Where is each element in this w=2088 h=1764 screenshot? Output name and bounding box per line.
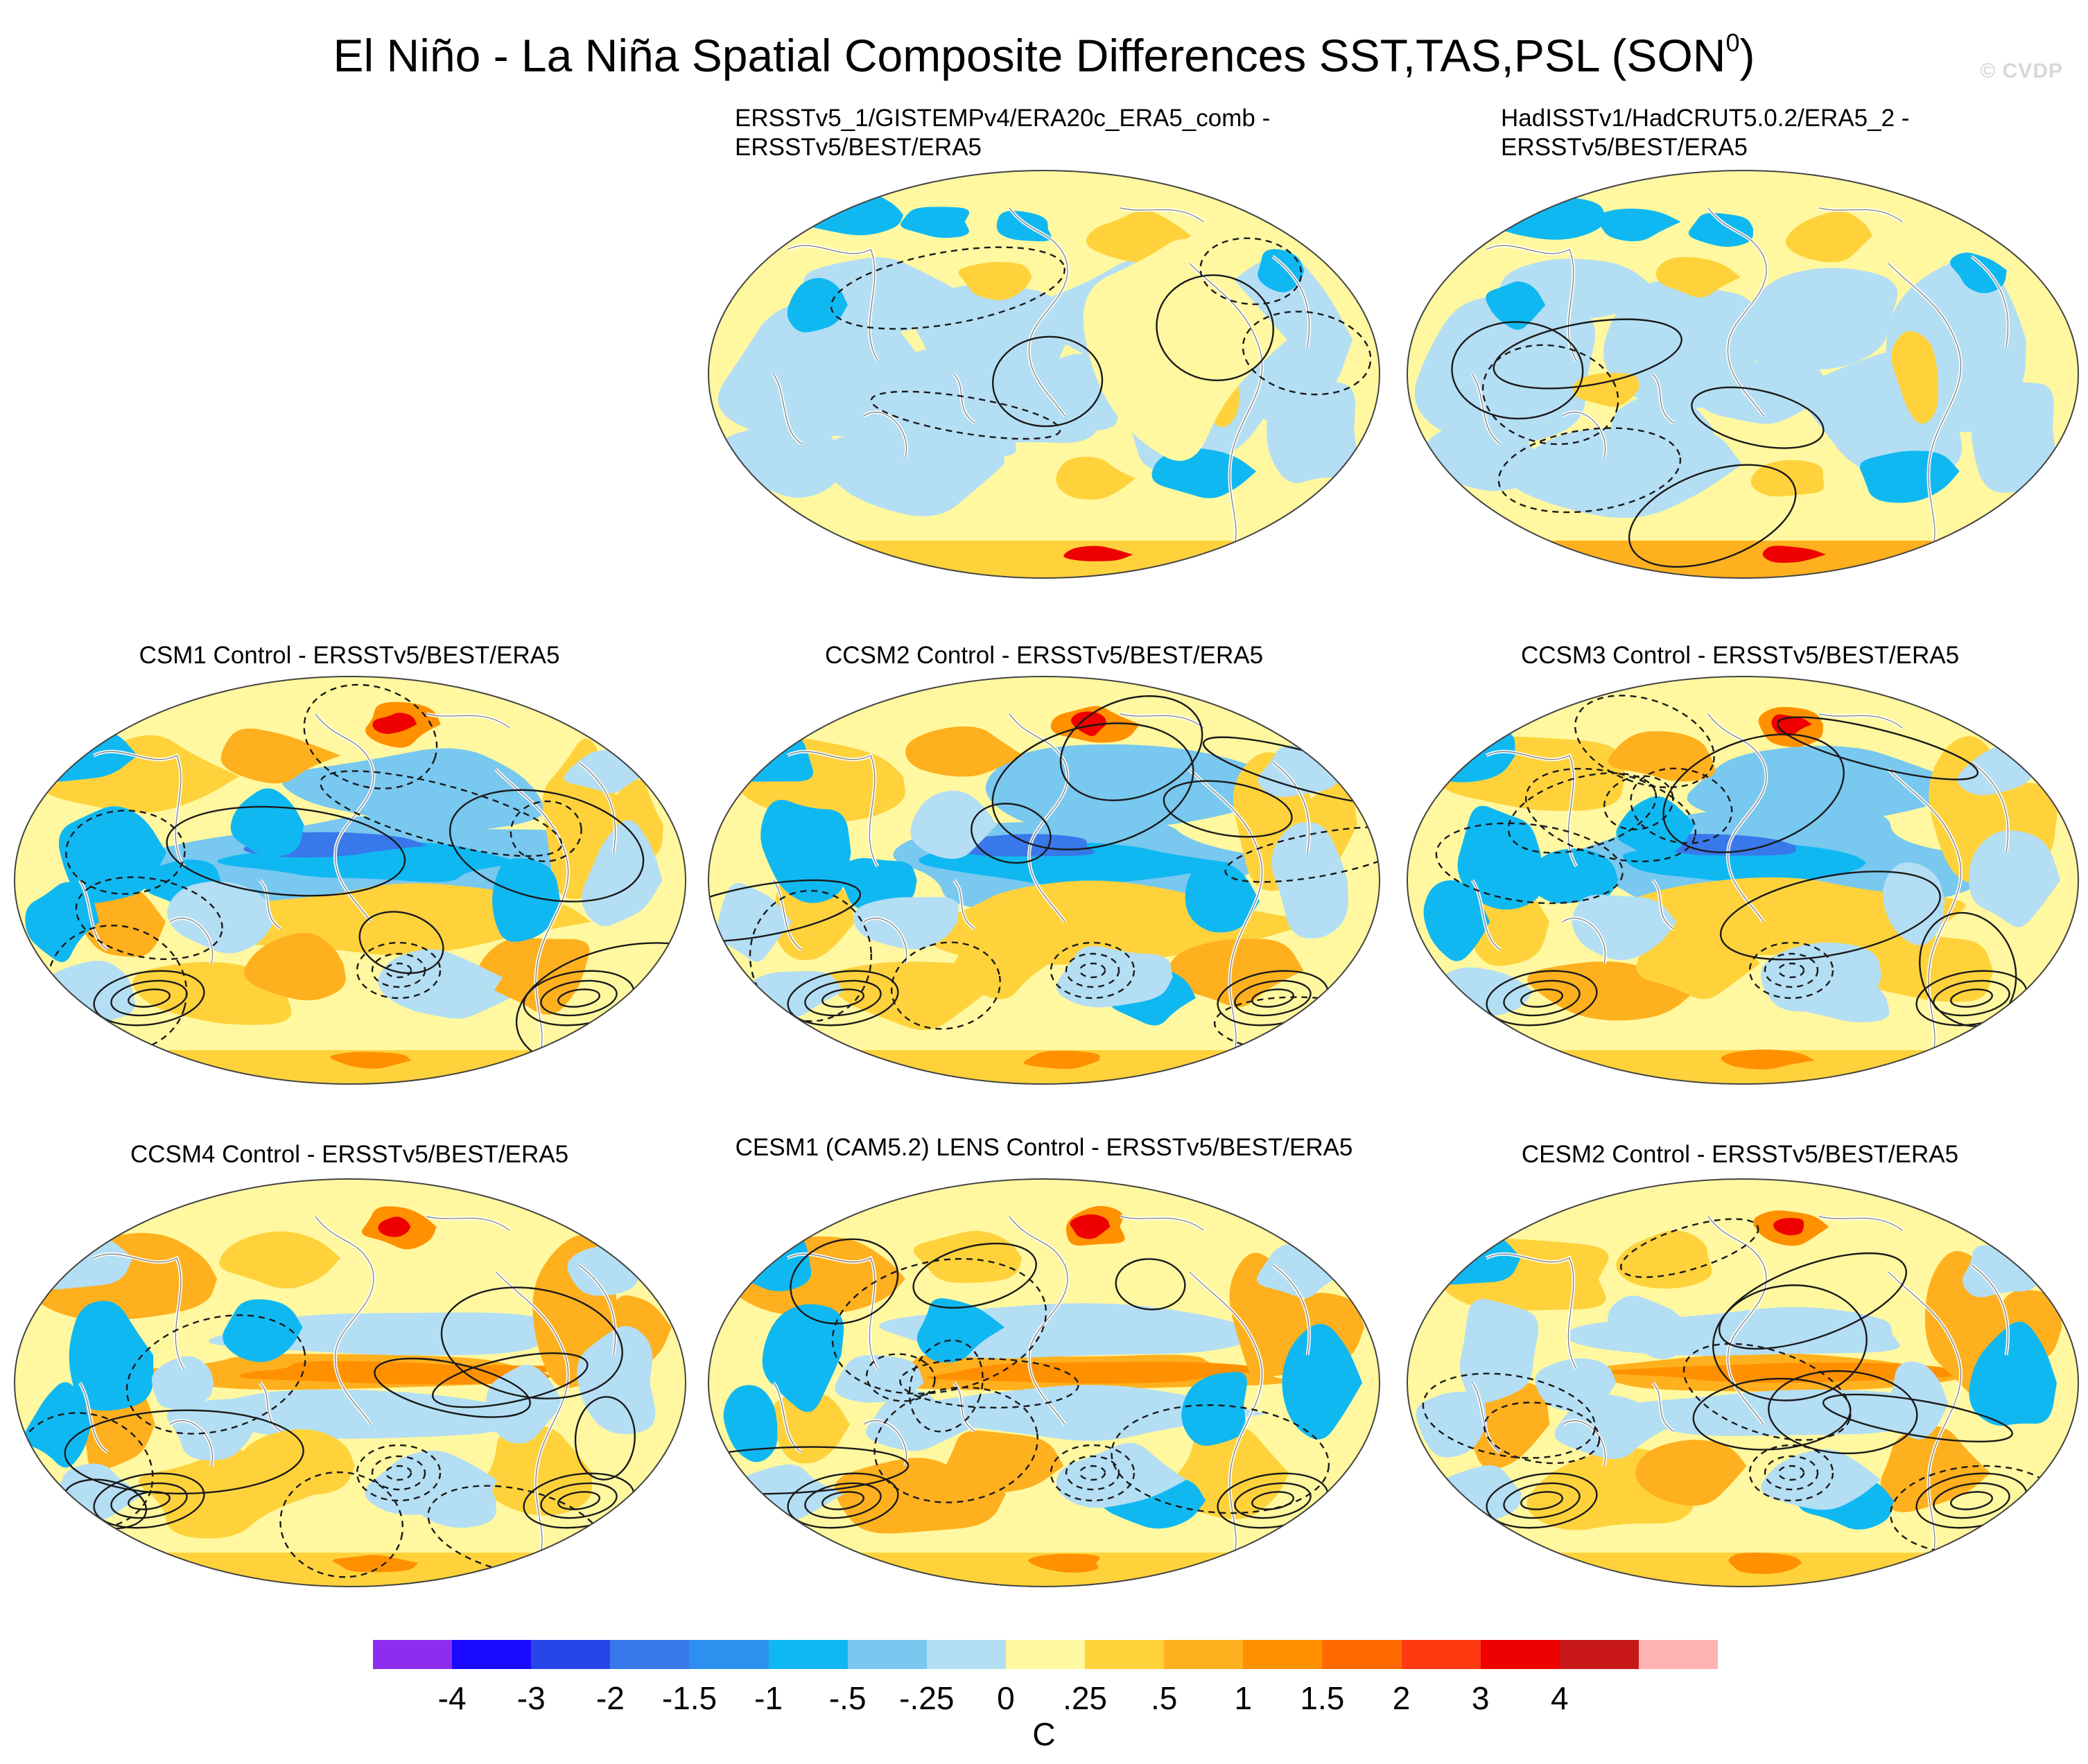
panel-title-line: HadISSTv1/HadCRUT5.0.2/ERA5_2 - bbox=[1501, 105, 1910, 132]
panel-title: HadISSTv1/HadCRUT5.0.2/ERA5_2 - ERSSTv5/B… bbox=[1501, 104, 1909, 162]
panel-title: CCSM4 Control - ERSSTv5/BEST/ERA5 bbox=[130, 1140, 568, 1169]
world-map bbox=[1407, 1178, 2079, 1587]
world-map bbox=[708, 170, 1380, 579]
watermark: © CVDP bbox=[1980, 60, 2063, 82]
panel-title: CSM1 Control - ERSSTv5/BEST/ERA5 bbox=[139, 641, 560, 670]
panel-title: CCSM2 Control - ERSSTv5/BEST/ERA5 bbox=[825, 641, 1263, 670]
colorbar-swatch bbox=[610, 1640, 690, 1669]
colorbar-tick-label: -2 bbox=[595, 1680, 625, 1716]
colorbar-tick-label: 1 bbox=[1234, 1680, 1253, 1716]
colorbar-swatch bbox=[1005, 1640, 1086, 1669]
colorbar-swatch bbox=[452, 1640, 532, 1669]
colorbar-swatch bbox=[1480, 1640, 1560, 1669]
colorbar-swatch bbox=[1638, 1640, 1719, 1669]
colorbar-swatch bbox=[689, 1640, 769, 1669]
colorbar-tick-label: 4 bbox=[1550, 1680, 1569, 1716]
panel-title-line: ERSSTv5/BEST/ERA5 bbox=[1501, 134, 1748, 161]
colorbar-swatch bbox=[1322, 1640, 1402, 1669]
colorbar-tick-label: 0 bbox=[997, 1680, 1015, 1716]
world-map bbox=[1407, 170, 2079, 579]
colorbar bbox=[373, 1640, 1719, 1669]
colorbar-swatch bbox=[1085, 1640, 1165, 1669]
panel-title-line: ERSSTv5/BEST/ERA5 bbox=[735, 134, 982, 161]
colorbar-tick-label: -.25 bbox=[899, 1680, 955, 1716]
colorbar-swatch bbox=[1559, 1640, 1639, 1669]
world-map bbox=[708, 1178, 1380, 1587]
panel-title-line: CSM1 Control - ERSSTv5/BEST/ERA5 bbox=[139, 642, 560, 669]
panel-title: CCSM3 Control - ERSSTv5/BEST/ERA5 bbox=[1521, 641, 1959, 670]
world-map bbox=[1407, 676, 2079, 1085]
panel-title-line: CESM1 (CAM5.2) LENS Control - ERSSTv5/BE… bbox=[735, 1134, 1353, 1161]
colorbar-swatch bbox=[373, 1640, 453, 1669]
world-map bbox=[14, 676, 686, 1085]
colorbar-tick-label: -1 bbox=[754, 1680, 783, 1716]
world-map bbox=[708, 676, 1380, 1085]
colorbar-tick-label: -1.5 bbox=[661, 1680, 717, 1716]
colorbar-swatch bbox=[1401, 1640, 1481, 1669]
colorbar-tick-label: -4 bbox=[437, 1680, 467, 1716]
panel-title-line: CESM2 Control - ERSSTv5/BEST/ERA5 bbox=[1521, 1141, 1959, 1168]
colorbar-tick-label: .5 bbox=[1150, 1680, 1178, 1716]
panel-title-line: CCSM3 Control - ERSSTv5/BEST/ERA5 bbox=[1520, 642, 1960, 669]
colorbar-tick-label: .25 bbox=[1063, 1680, 1108, 1716]
colorbar-tick-label: 3 bbox=[1471, 1680, 1490, 1716]
colorbar-swatch bbox=[768, 1640, 849, 1669]
panel-title: CESM1 (CAM5.2) LENS Control - ERSSTv5/BE… bbox=[736, 1133, 1353, 1162]
panel-title: CESM2 Control - ERSSTv5/BEST/ERA5 bbox=[1522, 1140, 1958, 1169]
colorbar-tick-label: 1.5 bbox=[1300, 1680, 1345, 1716]
colorbar-tick-label: 2 bbox=[1392, 1680, 1411, 1716]
colorbar-swatch bbox=[926, 1640, 1007, 1669]
colorbar-swatch bbox=[1243, 1640, 1323, 1669]
colorbar-tick-label: -.5 bbox=[828, 1680, 867, 1716]
panel-title: ERSSTv5_1/GISTEMPv4/ERA20c_ERA5_comb - ER… bbox=[735, 104, 1270, 162]
figure-title: El Niño - La Niña Spatial Composite Diff… bbox=[333, 28, 1755, 81]
colorbar-swatch bbox=[847, 1640, 928, 1669]
colorbar-swatch bbox=[531, 1640, 611, 1669]
panel-title-line: CCSM4 Control - ERSSTv5/BEST/ERA5 bbox=[130, 1141, 569, 1168]
world-map bbox=[14, 1178, 686, 1587]
colorbar-tick-label: -3 bbox=[516, 1680, 546, 1716]
colorbar-units: C bbox=[1032, 1716, 1056, 1752]
panel-title-line: ERSSTv5_1/GISTEMPv4/ERA20c_ERA5_comb - bbox=[735, 105, 1271, 132]
panel-title-line: CCSM2 Control - ERSSTv5/BEST/ERA5 bbox=[824, 642, 1264, 669]
colorbar-swatch bbox=[1164, 1640, 1244, 1669]
